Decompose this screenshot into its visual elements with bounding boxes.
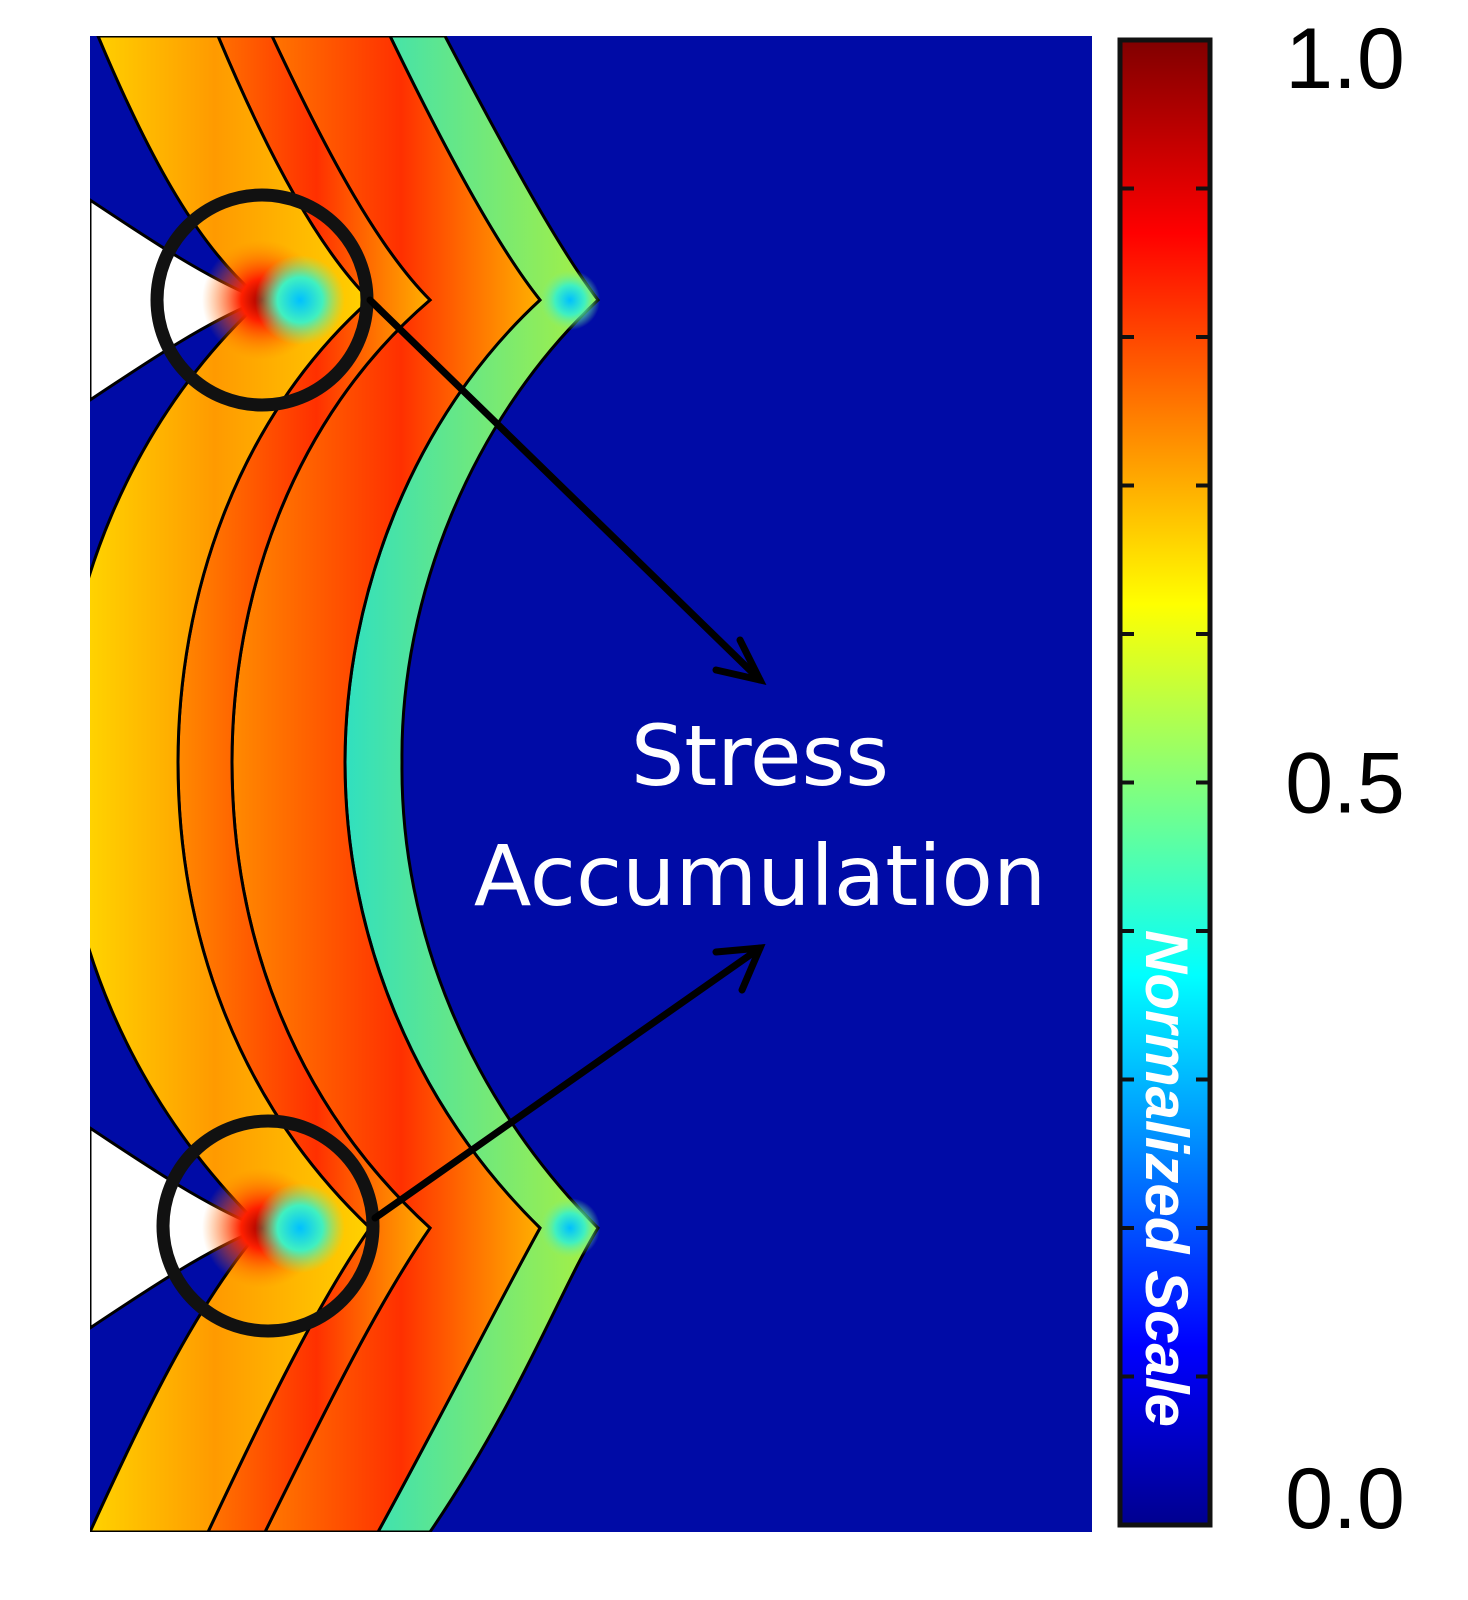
arrow-bottom <box>371 943 766 1222</box>
layer-1-band <box>90 36 373 1532</box>
colorbar-title: Normalized Scale <box>1133 930 1200 1427</box>
colorbar-tick-labels: 1.0 0.5 0.0 <box>1285 11 1405 1547</box>
coldspot-bottom-2 <box>540 1198 600 1258</box>
colorbar: 1.0 0.5 0.0 Normalized Scale <box>1117 11 1405 1547</box>
colorbar-tick-label-0: 1.0 <box>1285 11 1405 107</box>
highlight-circle-bottom <box>156 1114 380 1338</box>
coldspot-top-1 <box>255 255 345 345</box>
annotation-line2: Accumulation <box>474 827 1046 925</box>
annotation-line1: Stress <box>631 707 889 805</box>
colorbar-minor-ticks <box>1120 186 1210 1379</box>
coldspot-top-2 <box>540 270 600 330</box>
colorbar-tick-label-2: 0.0 <box>1285 1451 1405 1547</box>
stress-plot <box>90 36 1092 1532</box>
arrow-top <box>366 296 767 686</box>
coldspot-bottom-1 <box>255 1183 345 1273</box>
colorbar-tick-label-1: 0.5 <box>1285 736 1405 832</box>
